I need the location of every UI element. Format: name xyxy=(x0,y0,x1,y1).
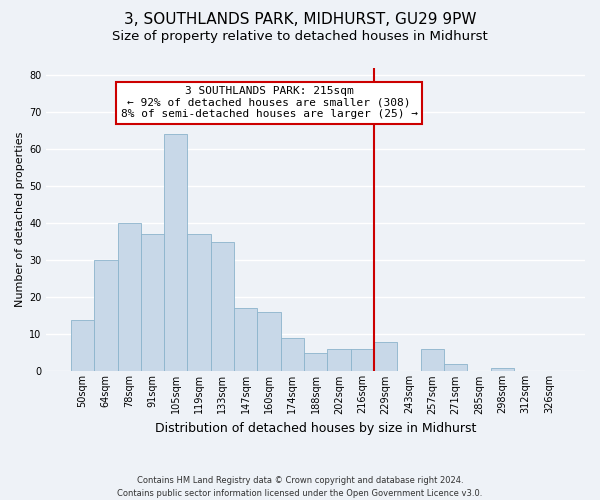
Bar xyxy=(444,364,467,372)
Text: 3 SOUTHLANDS PARK: 215sqm
← 92% of detached houses are smaller (308)
8% of semi-: 3 SOUTHLANDS PARK: 215sqm ← 92% of detac… xyxy=(121,86,418,119)
Bar xyxy=(187,234,211,372)
Bar xyxy=(141,234,164,372)
Bar xyxy=(164,134,187,372)
Bar xyxy=(421,349,444,372)
Text: Contains HM Land Registry data © Crown copyright and database right 2024.
Contai: Contains HM Land Registry data © Crown c… xyxy=(118,476,482,498)
Bar xyxy=(94,260,118,372)
Bar xyxy=(234,308,257,372)
Bar xyxy=(257,312,281,372)
Bar xyxy=(374,342,397,372)
Bar xyxy=(118,223,141,372)
Bar xyxy=(71,320,94,372)
Text: 3, SOUTHLANDS PARK, MIDHURST, GU29 9PW: 3, SOUTHLANDS PARK, MIDHURST, GU29 9PW xyxy=(124,12,476,28)
X-axis label: Distribution of detached houses by size in Midhurst: Distribution of detached houses by size … xyxy=(155,422,476,435)
Text: Size of property relative to detached houses in Midhurst: Size of property relative to detached ho… xyxy=(112,30,488,43)
Bar xyxy=(304,353,328,372)
Y-axis label: Number of detached properties: Number of detached properties xyxy=(15,132,25,307)
Bar xyxy=(328,349,350,372)
Bar xyxy=(350,349,374,372)
Bar xyxy=(211,242,234,372)
Bar xyxy=(491,368,514,372)
Bar xyxy=(281,338,304,372)
